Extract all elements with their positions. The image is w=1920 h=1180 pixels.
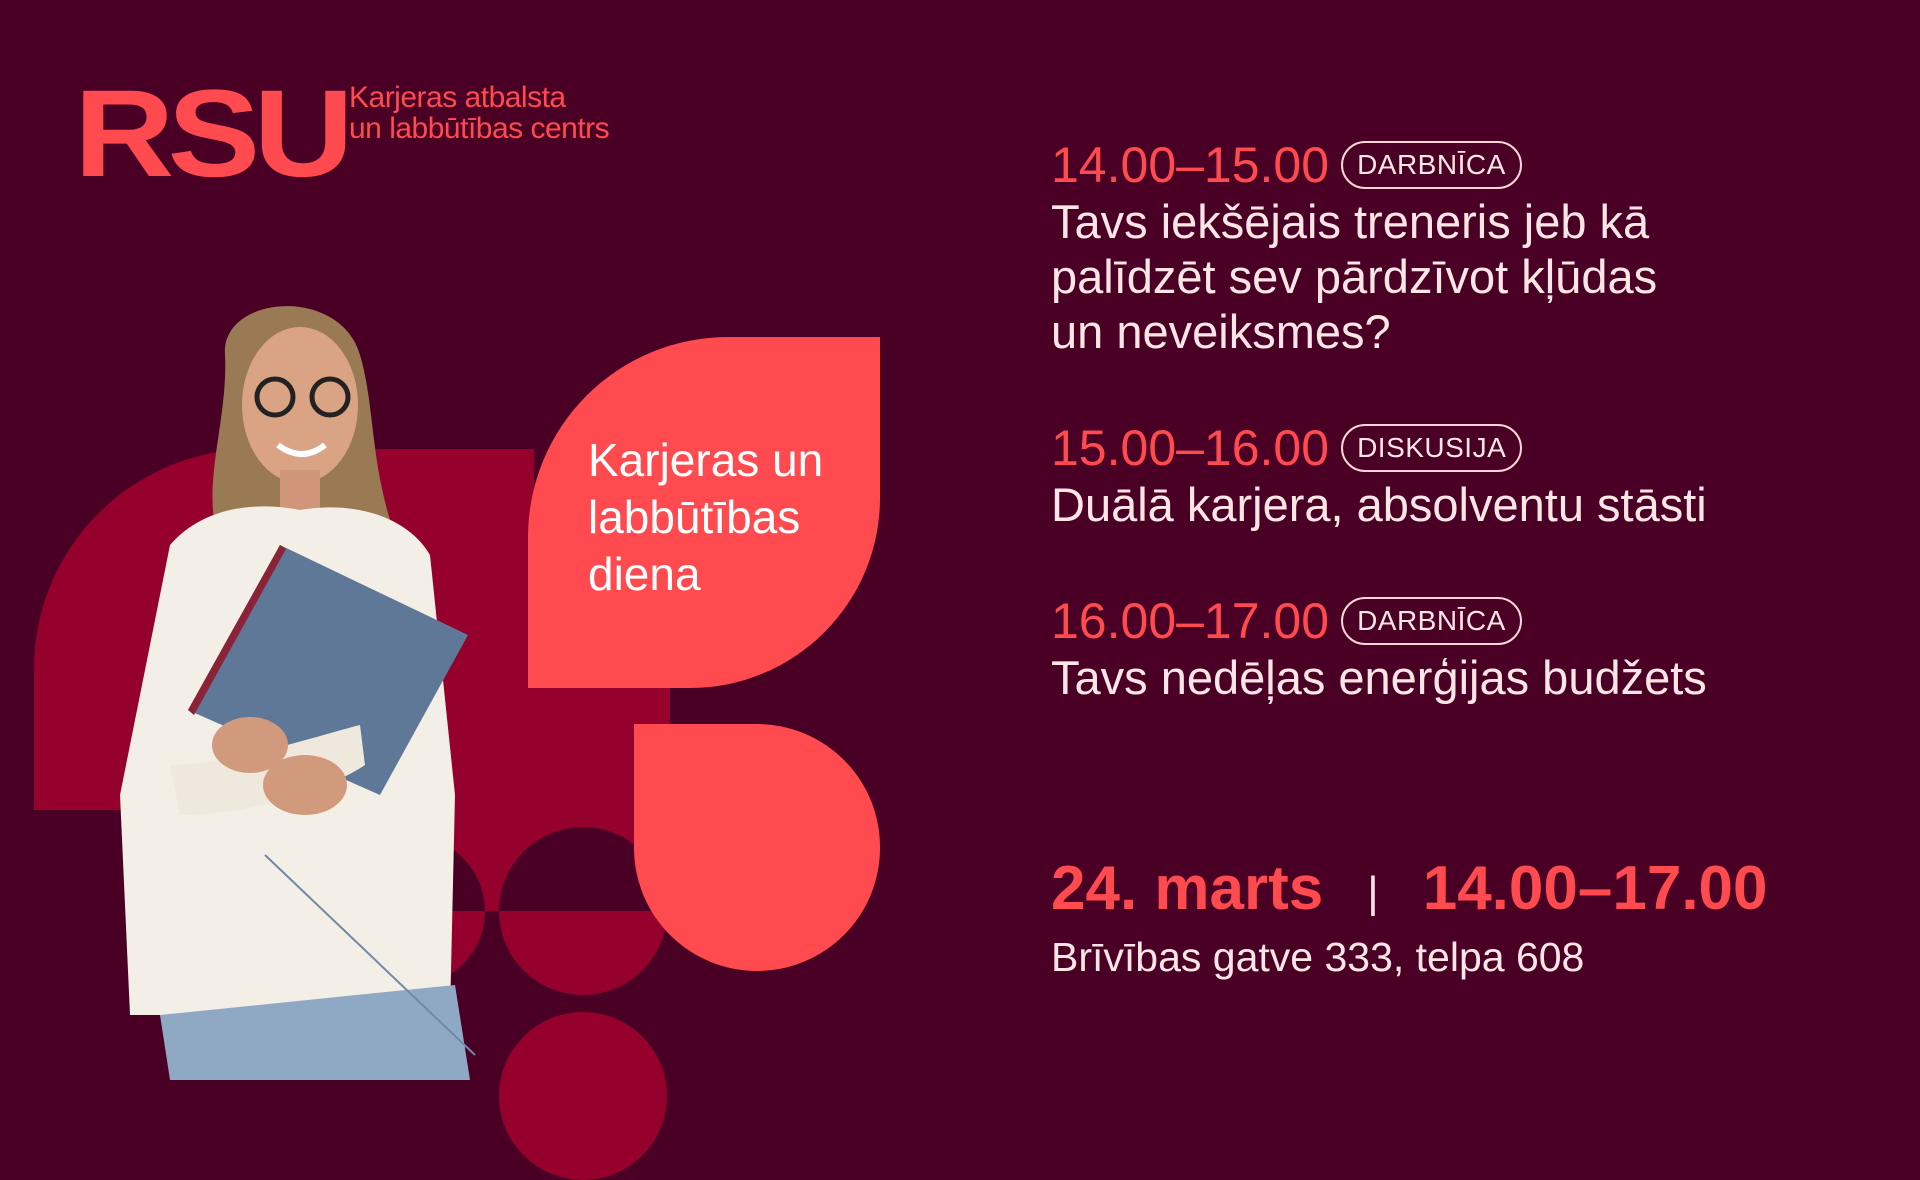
decor-shape	[634, 724, 880, 971]
center-name-line: un labbūtības centrs	[349, 112, 610, 145]
event-time-range: 14.00–17.00	[1422, 854, 1768, 923]
event-footer: 24. marts | 14.00–17.00 Brīvības gatve 333…	[1051, 858, 1768, 981]
session-title-line: Duālā karjera, absolventu stāsti	[1051, 478, 1707, 531]
session-title: Duālā karjera, absolventu stāsti	[1051, 477, 1707, 532]
session-time: 16.00–17.00	[1051, 593, 1330, 649]
session-time: 15.00–16.00	[1051, 420, 1330, 476]
event-name-line: Karjeras un	[588, 434, 824, 486]
event-date: 24. marts	[1051, 854, 1324, 923]
decor-circle	[499, 827, 667, 995]
schedule-item: 14.00–15.00 DARBNĪCA Tavs iekšējais trene…	[1051, 140, 1657, 359]
decor-circle	[499, 1012, 667, 1180]
session-type-badge: DARBNĪCA	[1341, 141, 1522, 189]
session-title-line: Tavs iekšējais treneris jeb kā	[1051, 195, 1650, 248]
schedule-item: 16.00–17.00 DARBNĪCA Tavs nedēļas enerģij…	[1051, 596, 1707, 705]
session-title: Tavs iekšējais treneris jeb kā palīdzēt …	[1051, 194, 1657, 359]
session-type-badge: DARBNĪCA	[1341, 597, 1522, 645]
rsu-logo: RSU	[74, 65, 354, 203]
event-address: Brīvības gatve 333, telpa 608	[1051, 934, 1585, 980]
event-name-line: diena	[588, 548, 701, 600]
center-name: Karjeras atbalsta un labbūtības centrs	[349, 81, 610, 145]
center-name-line: Karjeras atbalsta	[349, 81, 566, 114]
session-title-line: palīdzēt sev pārdzīvot kļūdas	[1051, 250, 1658, 303]
person-photo	[120, 306, 476, 1080]
session-title: Tavs nedēļas enerģijas budžets	[1051, 650, 1707, 705]
event-name-line: labbūtības	[588, 491, 801, 543]
schedule-item: 15.00–16.00 DISKUSIJA Duālā karjera, abso…	[1051, 423, 1707, 532]
event-name: Karjeras un labbūtības diena	[588, 432, 823, 603]
event-name-shape	[528, 337, 880, 688]
session-title-line: un neveiksmes?	[1051, 305, 1391, 358]
session-title-line: Tavs nedēļas enerģijas budžets	[1051, 651, 1707, 704]
session-type-badge: DISKUSIJA	[1341, 424, 1523, 472]
separator: |	[1367, 867, 1379, 917]
session-time: 14.00–15.00	[1051, 137, 1330, 193]
